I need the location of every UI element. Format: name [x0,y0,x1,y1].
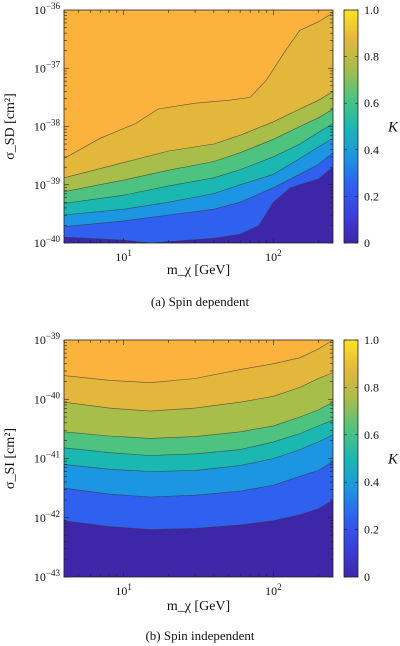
colorbar-label: K [387,452,399,468]
colorbar-tick-label: 1.0 [364,3,379,17]
colorbar-tick-label: 1.0 [364,333,379,347]
x-tick-label: 101 [115,248,132,264]
y-tick-label: 10−43 [34,568,61,584]
contour-line-0.875 [64,12,333,159]
subfigure-caption: (b) Spin independent [145,628,254,643]
colorbar-tick-label: 0.4 [364,475,379,489]
y-tick-label: 10−39 [34,331,61,347]
x-tick-label: 101 [115,582,132,598]
contour-line-0.375 [64,434,333,472]
x-tick-label: 102 [265,248,282,264]
contour-line-0.125 [64,499,333,530]
colorbar-tick-label: 0.2 [364,189,379,203]
colorbar-label: K [387,120,399,136]
x-axis-label: m_χ [GeV] [167,599,230,614]
contour-line-0.25 [64,152,333,227]
y-tick-label: 10−42 [34,509,60,525]
contour-line-0.75 [64,372,333,412]
y-tick-label: 10−38 [34,118,61,134]
colorbar [343,9,359,244]
colorbar-tick-label: 0.2 [364,523,379,537]
contour-line-0.5 [64,419,333,456]
colorbar-tick-label: 0 [364,236,370,250]
contour-line-0.875 [64,340,333,384]
colorbar-tick-label: 0.4 [364,143,379,157]
contour-plot-area [64,340,333,577]
subfigure-caption: (a) Spin dependent [151,294,250,309]
spin-dependent-panel: 101 102 10−40 10−39 10−38 10−37 10−36 m_χ [GeV]… [3,1,399,309]
contour-line-0.625 [64,108,333,192]
colorbar-tick-label: 0.6 [364,96,379,110]
y-tick-label: 10−37 [34,59,61,75]
contour-line-0.75 [64,91,333,179]
x-tick-label: 102 [265,582,282,598]
contour-line-0.375 [64,137,333,216]
y-tick-label: 10−40 [34,390,61,406]
contour-band-7 [64,340,333,383]
y-tick-label: 10−40 [34,234,61,250]
colorbar-tick-label: 0.6 [364,428,379,442]
contour-plot-area [64,10,333,243]
contour-line-0.5 [64,123,333,204]
spin-independent-panel: 101 102 10−43 10−42 10−41 10−40 10−39 m_χ [GeV]… [3,331,399,643]
y-tick-label: 10−39 [34,176,61,192]
contour-band-7 [64,10,333,159]
contour-line-0.625 [64,401,333,439]
x-axis-label: m_χ [GeV] [167,263,230,278]
y-tick-label: 10−41 [34,450,60,466]
contour-line-0.25 [64,461,333,498]
colorbar [343,339,359,578]
contour-line-0.125 [64,167,333,243]
colorbar-tick-label: 0 [364,570,370,584]
y-tick-label: 10−36 [34,1,61,17]
colorbar-tick-label: 0.8 [364,50,379,64]
colorbar-tick-label: 0.8 [364,380,379,394]
y-axis-label: σ_SD [cm²] [3,93,18,160]
y-axis-label: σ_SI [cm²] [3,428,18,489]
